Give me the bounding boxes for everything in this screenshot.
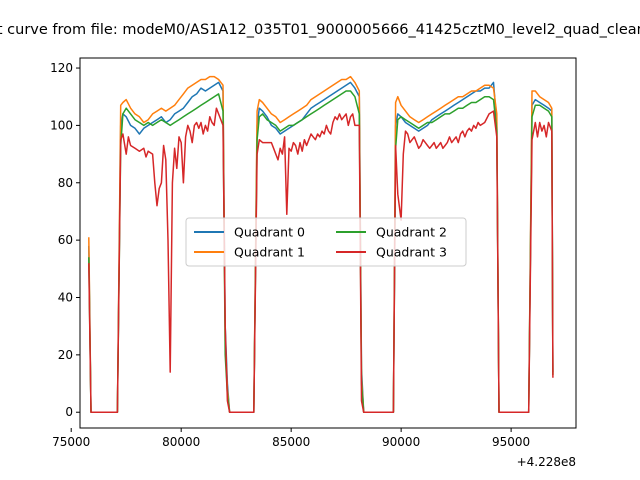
x-tick-label: 75000	[52, 435, 90, 449]
legend-label: Quadrant 0	[234, 225, 305, 240]
x-tick-label: 80000	[162, 435, 200, 449]
legend: Quadrant 0 Quadrant 1 Quadrant 2 Quadrant 3	[185, 217, 467, 267]
y-tick-label: 80	[58, 176, 73, 190]
y-tick-label: 120	[50, 61, 73, 75]
y-tick-label: 20	[58, 348, 73, 362]
x-tick-label: 85000	[272, 435, 310, 449]
legend-label: Quadrant 2	[376, 225, 447, 240]
y-tick-label: 0	[65, 405, 73, 419]
y-axis: 0 20 40 60 80 100 120	[50, 61, 80, 419]
y-tick-label: 40	[58, 290, 73, 304]
x-axis: 75000 80000 85000 90000 95000	[52, 428, 530, 449]
series-line-quadrant-3	[88, 107, 554, 413]
chart-title: Light curve from file: modeM0/AS1A12_035…	[0, 22, 640, 38]
y-tick-label: 60	[58, 233, 73, 247]
plot-frame	[79, 57, 577, 429]
plot-series-group	[88, 75, 554, 413]
x-tick-label: 95000	[492, 435, 530, 449]
legend-label: Quadrant 3	[376, 245, 447, 260]
y-tick-label: 100	[50, 118, 73, 132]
series-line-quadrant-1	[88, 75, 554, 413]
series-line-quadrant-2	[88, 90, 554, 413]
legend-label: Quadrant 1	[234, 245, 305, 260]
x-axis-offset-label: +4.228e8	[517, 455, 576, 469]
x-tick-label: 90000	[382, 435, 420, 449]
legend-box	[185, 217, 467, 267]
